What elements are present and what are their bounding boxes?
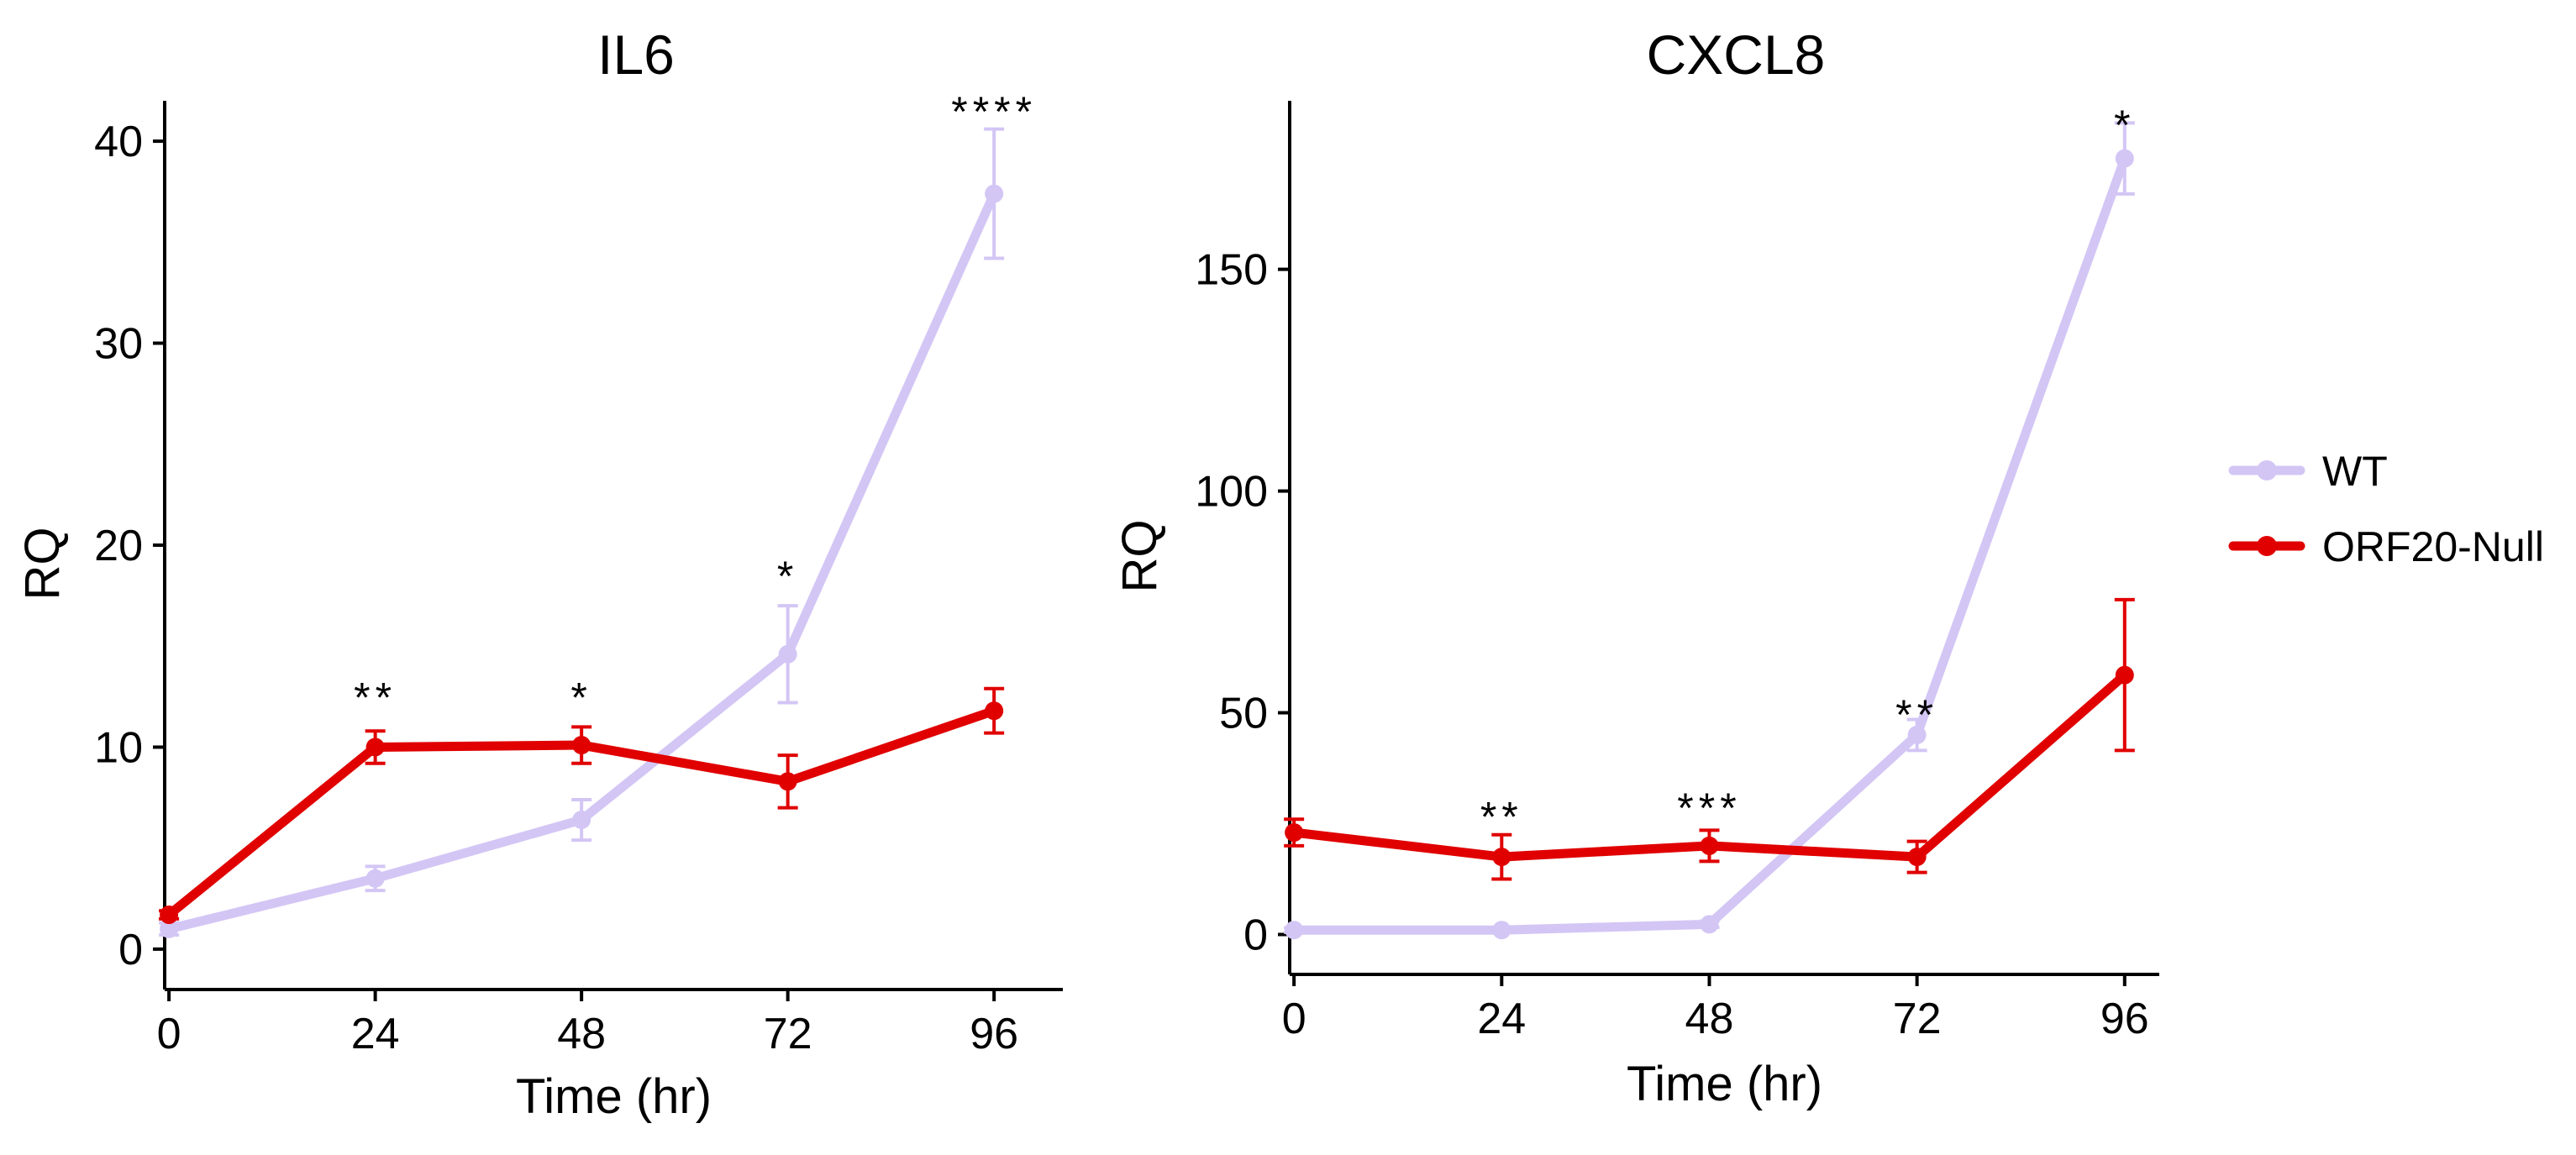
data-point-wt (778, 644, 797, 664)
data-point-null (778, 772, 797, 791)
chart-title: IL6 (597, 24, 675, 86)
data-point-wt (160, 919, 179, 938)
legend-swatch-point-null (2257, 536, 2277, 556)
data-point-null (1492, 848, 1511, 867)
x-tick-label: 0 (1282, 995, 1306, 1043)
significance-marker: ** (1480, 793, 1523, 840)
x-axis-label: Time (hr) (1627, 1057, 1822, 1111)
data-point-wt (1907, 725, 1927, 744)
y-tick-label: 150 (1195, 246, 1268, 295)
y-axis-label: RQ (15, 528, 70, 601)
data-point-wt (1285, 921, 1304, 940)
x-tick-label: 48 (557, 1010, 606, 1058)
significance-marker: **** (951, 88, 1037, 135)
data-point-wt (572, 811, 591, 830)
x-tick-label: 0 (157, 1010, 181, 1058)
y-tick-label: 40 (94, 118, 143, 166)
y-tick-label: 20 (94, 522, 143, 570)
data-point-null (1700, 836, 1719, 855)
data-point-null (1907, 848, 1927, 867)
chart-title: CXCL8 (1647, 24, 1826, 86)
y-tick-label: 50 (1219, 690, 1268, 738)
x-tick-label: 72 (764, 1010, 812, 1058)
legend-label-wt: WT (2322, 448, 2388, 495)
x-axis-label: Time (hr) (516, 1069, 712, 1124)
data-point-wt (1492, 921, 1511, 940)
data-point-wt (365, 869, 385, 888)
y-tick-label: 0 (118, 926, 143, 974)
data-point-wt (1700, 915, 1719, 934)
x-tick-label: 24 (351, 1010, 400, 1058)
significance-marker: *** (1677, 785, 1741, 832)
data-point-null (160, 906, 179, 925)
data-point-null (1285, 823, 1304, 843)
data-point-null (572, 736, 591, 755)
significance-marker: * (2114, 102, 2135, 149)
x-tick-label: 48 (1685, 995, 1734, 1043)
significance-marker: * (777, 553, 798, 600)
data-point-null (2115, 665, 2134, 685)
significance-marker: ** (354, 674, 397, 721)
x-tick-label: 24 (1477, 995, 1526, 1043)
y-tick-label: 100 (1195, 468, 1268, 517)
data-point-wt (985, 184, 1004, 203)
legend: WT ORF20-Null (2228, 448, 2544, 570)
y-tick-label: 10 (94, 723, 143, 772)
data-point-wt (2115, 149, 2134, 168)
y-tick-label: 30 (94, 320, 143, 369)
legend-swatch-point-wt (2257, 460, 2277, 480)
x-tick-label: 96 (2100, 995, 2149, 1043)
y-tick-label: 0 (1243, 911, 1268, 959)
data-point-null (985, 701, 1004, 721)
x-tick-label: 96 (970, 1010, 1018, 1058)
data-point-null (365, 738, 385, 757)
significance-marker: ** (1895, 691, 1938, 738)
legend-label-null: ORF20-Null (2322, 523, 2544, 570)
x-tick-label: 72 (1893, 995, 1942, 1043)
y-axis-label: RQ (1112, 520, 1167, 593)
significance-marker: * (570, 674, 591, 721)
